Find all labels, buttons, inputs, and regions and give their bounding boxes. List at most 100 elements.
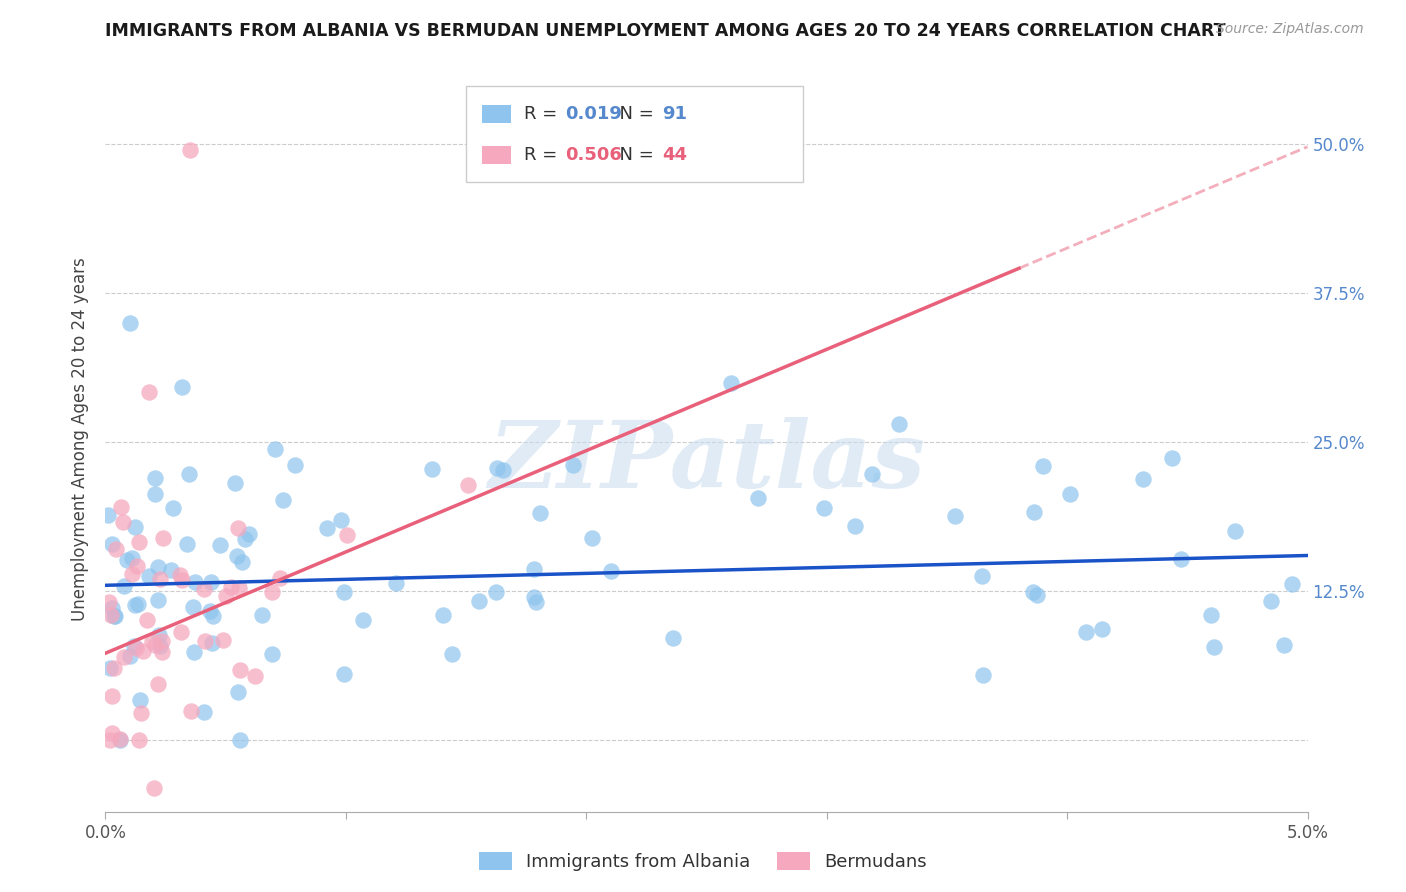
Point: [146, 560, 169, 574]
Point: [198, 604, 221, 618]
Point: [152, 531, 174, 545]
Point: [1260, 594, 1282, 608]
Point: [271, 493, 294, 508]
Point: [183, 645, 205, 659]
Point: [169, 568, 191, 582]
Text: IMMIGRANTS FROM ALBANIA VS BERMUDAN UNEMPLOYMENT AMONG AGES 20 TO 24 YEARS CORRE: IMMIGRANTS FROM ALBANIA VS BERMUDAN UNEM…: [105, 22, 1226, 40]
Point: [747, 491, 769, 505]
Point: [97, 508, 120, 523]
FancyBboxPatch shape: [482, 146, 510, 164]
Point: [141, 634, 163, 648]
Point: [128, 693, 150, 707]
Point: [226, 549, 249, 563]
Point: [813, 501, 835, 516]
Point: [138, 569, 160, 583]
Point: [243, 669, 266, 683]
Point: [1021, 585, 1043, 599]
Point: [208, 539, 231, 553]
Point: [101, 536, 124, 550]
Point: [100, 661, 122, 675]
Point: [110, 733, 132, 747]
Point: [160, 563, 183, 577]
Point: [98, 595, 121, 609]
Point: [148, 677, 170, 691]
Y-axis label: Unemployment Among Ages 20 to 24 years: Unemployment Among Ages 20 to 24 years: [72, 258, 90, 621]
Point: [201, 636, 224, 650]
Point: [162, 501, 184, 516]
Point: [238, 527, 260, 541]
Point: [1132, 472, 1154, 486]
Point: [432, 608, 454, 623]
Point: [420, 462, 443, 476]
FancyBboxPatch shape: [482, 105, 510, 123]
Point: [103, 660, 125, 674]
Point: [1281, 577, 1303, 591]
Point: [1161, 451, 1184, 466]
Point: [1201, 608, 1223, 623]
Text: R =: R =: [524, 105, 562, 123]
Point: [844, 519, 866, 533]
Point: [184, 575, 207, 590]
Point: [224, 476, 246, 491]
Point: [561, 458, 583, 472]
Point: [112, 649, 135, 664]
Point: [115, 553, 138, 567]
Point: [128, 535, 150, 549]
Point: [180, 704, 202, 718]
Text: Source: ZipAtlas.com: Source: ZipAtlas.com: [1216, 22, 1364, 37]
Point: [170, 573, 193, 587]
Point: [1091, 622, 1114, 636]
Text: 91: 91: [662, 105, 688, 123]
Point: [219, 580, 242, 594]
Point: [972, 668, 994, 682]
Point: [110, 500, 132, 515]
Point: [316, 521, 339, 535]
Point: [1022, 505, 1045, 519]
Point: [1170, 552, 1192, 566]
Point: [150, 645, 173, 659]
Point: [138, 385, 160, 400]
Point: [226, 685, 249, 699]
Legend: Immigrants from Albania, Bermudans: Immigrants from Albania, Bermudans: [472, 845, 934, 879]
Point: [179, 144, 201, 158]
Point: [260, 585, 283, 599]
Point: [336, 528, 359, 542]
Point: [333, 585, 356, 599]
Text: 44: 44: [662, 145, 688, 164]
Point: [970, 569, 993, 583]
Point: [384, 575, 406, 590]
Point: [124, 598, 146, 612]
Point: [231, 555, 253, 569]
Point: [1026, 588, 1049, 602]
Point: [662, 632, 685, 646]
Point: [200, 575, 222, 590]
Point: [492, 463, 515, 477]
Point: [352, 613, 374, 627]
Point: [269, 571, 291, 585]
Point: [101, 689, 124, 703]
Point: [101, 726, 124, 740]
Point: [263, 442, 285, 456]
Point: [193, 706, 215, 720]
Point: [176, 537, 198, 551]
Point: [887, 417, 910, 432]
Point: [860, 467, 883, 481]
Point: [131, 706, 153, 720]
Point: [581, 531, 603, 545]
Point: [250, 607, 273, 622]
Point: [150, 633, 173, 648]
Point: [523, 590, 546, 604]
Point: [720, 376, 742, 390]
Point: [146, 593, 169, 607]
Point: [104, 608, 127, 623]
Point: [1223, 524, 1246, 538]
Point: [468, 594, 491, 608]
Point: [121, 567, 143, 582]
Text: N =: N =: [607, 145, 659, 164]
Point: [148, 628, 170, 642]
Point: [523, 562, 546, 576]
Point: [149, 639, 172, 653]
Point: [599, 564, 621, 578]
Point: [98, 733, 121, 747]
Point: [529, 506, 551, 520]
